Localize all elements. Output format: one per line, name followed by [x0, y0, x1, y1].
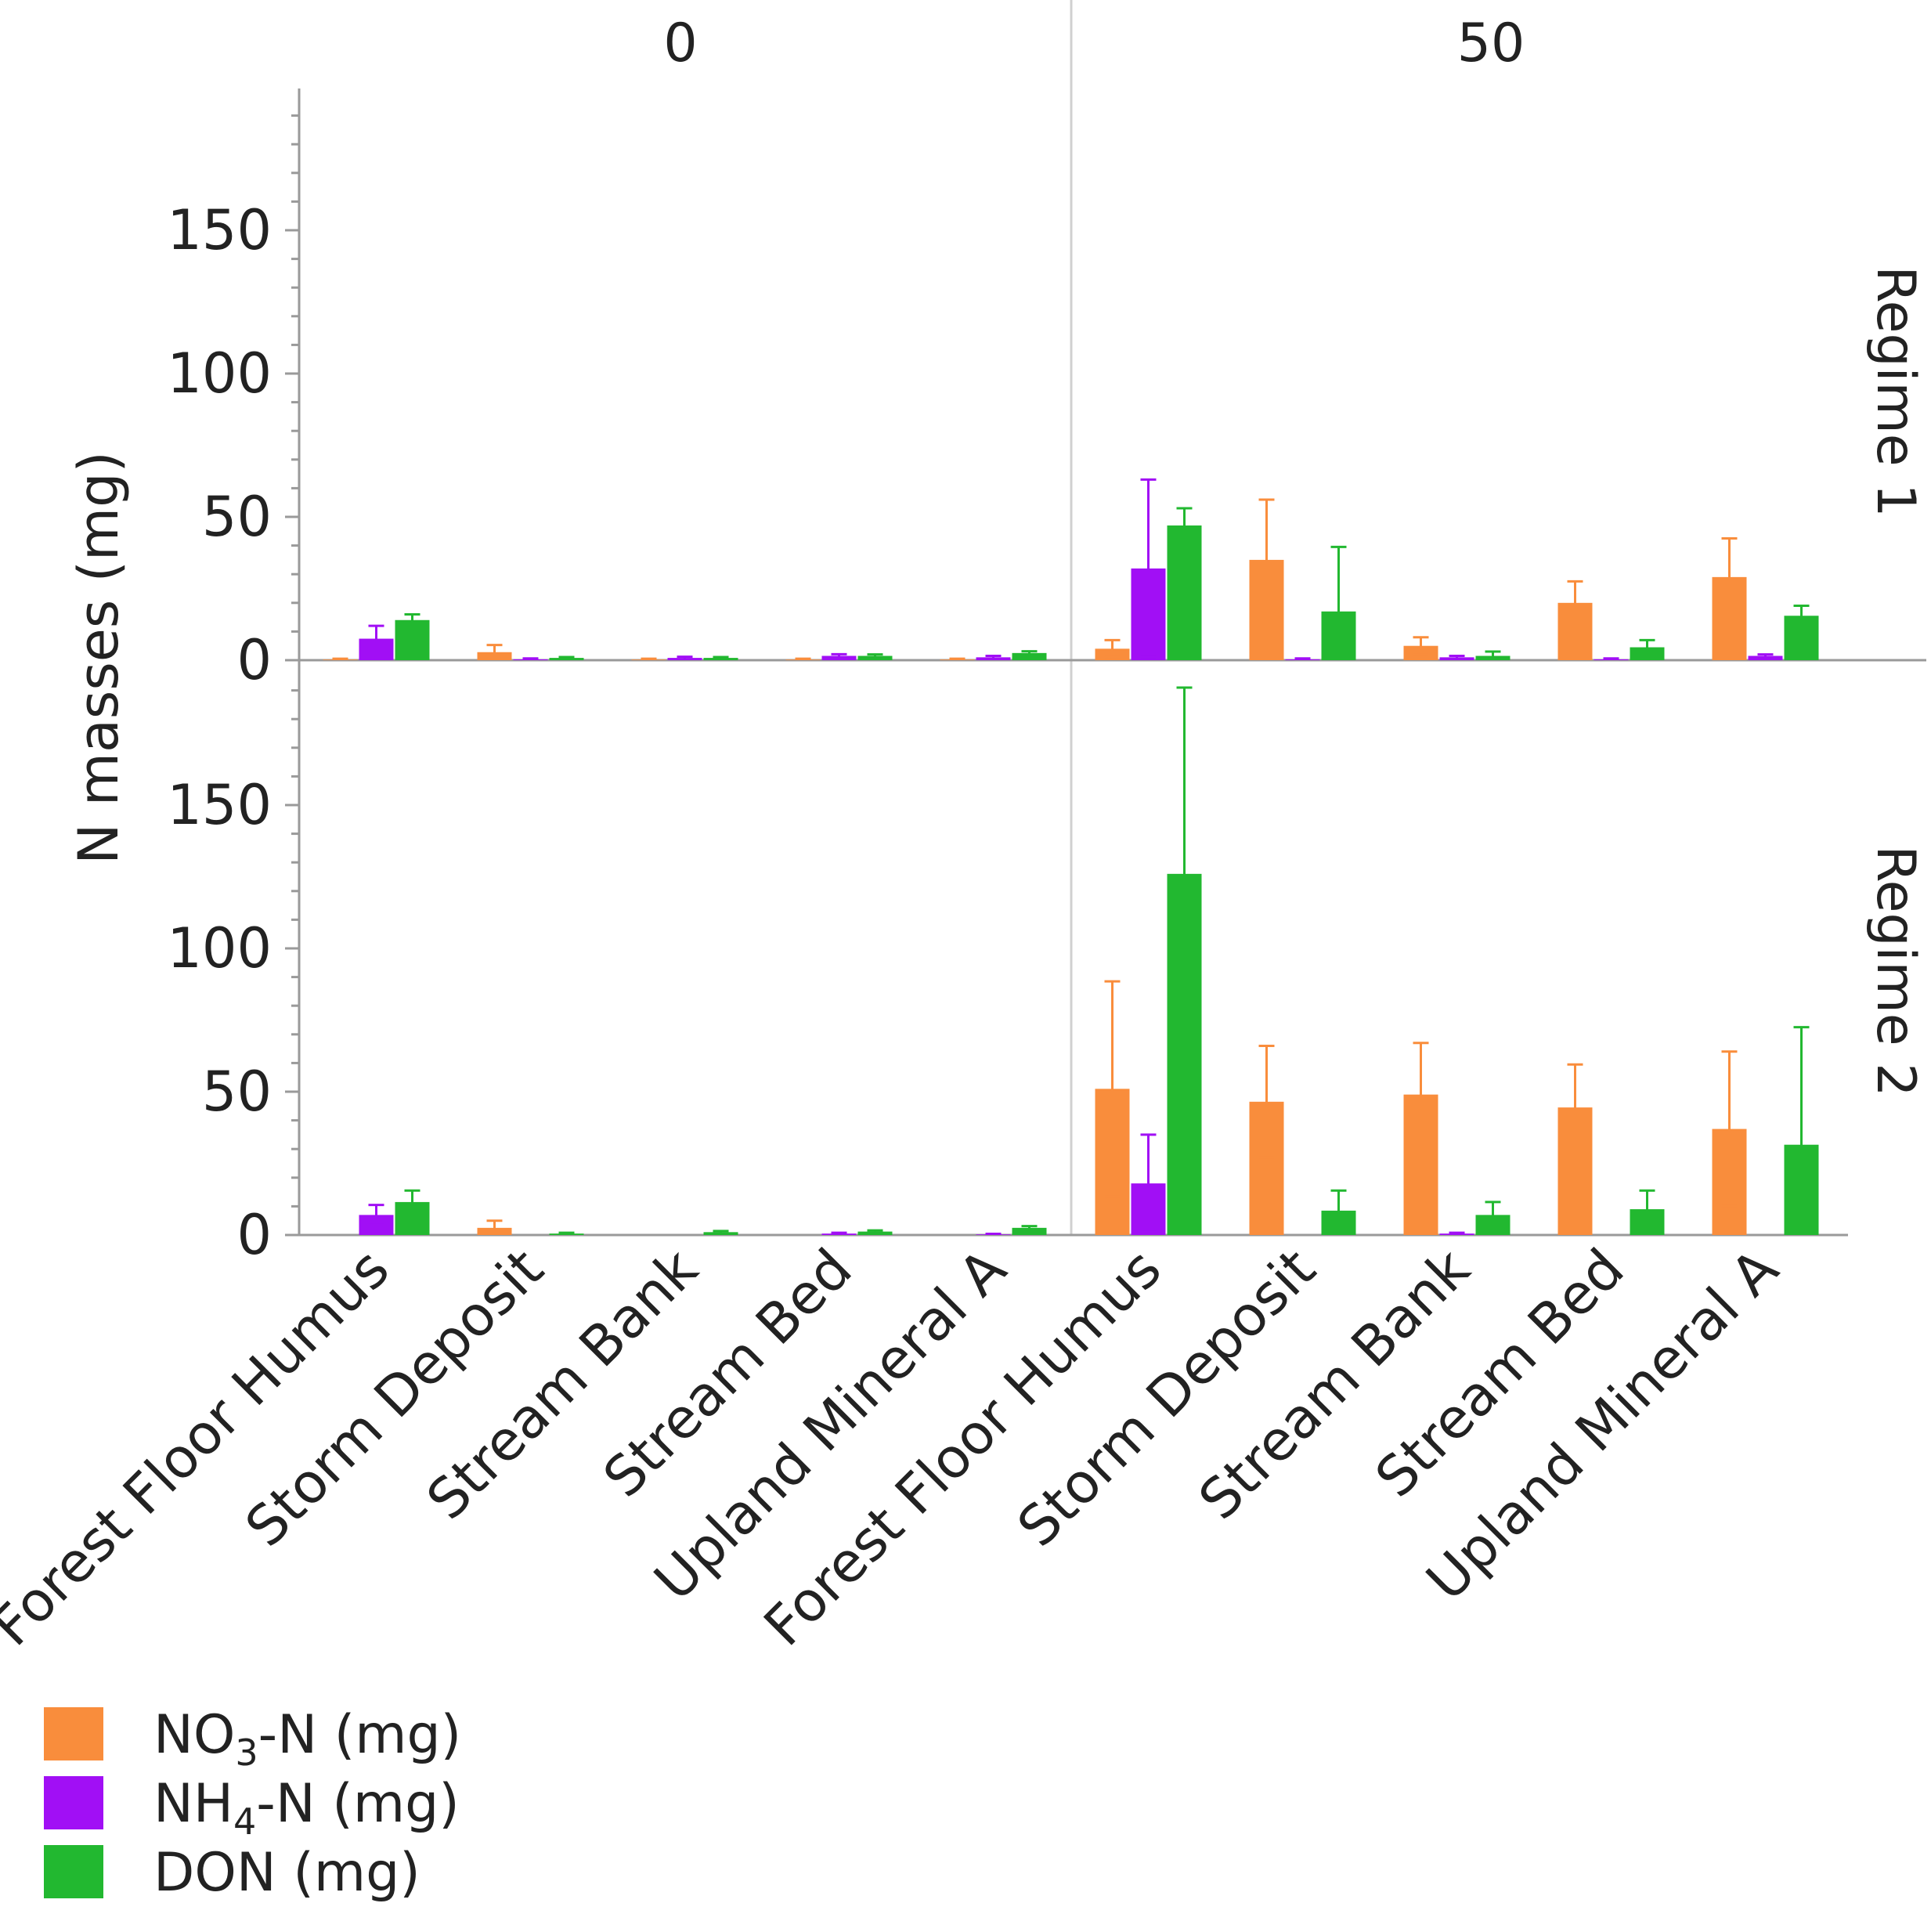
bar: [1012, 1227, 1047, 1235]
legend-swatch: [44, 1845, 103, 1898]
bar: [1439, 657, 1474, 660]
x-tick-label: Stream Bank: [1186, 1237, 1482, 1532]
facet-row-label: Regime 2: [1864, 845, 1926, 1096]
legend-label: NH4-N (mg): [153, 1773, 460, 1843]
legend-label-main: NO: [153, 1704, 235, 1766]
bar: [1012, 652, 1047, 660]
facet-column-label: 50: [1457, 13, 1525, 74]
y-tick-label: 100: [167, 341, 272, 406]
bar: [976, 657, 1011, 660]
y-tick-label: 100: [167, 916, 272, 980]
y-tick-label: 50: [202, 485, 272, 549]
panel-1-1: [323, 612, 1047, 660]
panel-2-2: [1095, 686, 1819, 1235]
bar: [1167, 525, 1202, 660]
y-tick-label: 50: [202, 1060, 272, 1124]
y-tick-label: 150: [167, 198, 272, 262]
legend-swatch: [44, 1776, 103, 1829]
bar: [703, 658, 738, 660]
legend-label-suffix: -N (mg): [256, 1773, 459, 1835]
facet-row-label: Regime 1: [1864, 265, 1926, 517]
legend: NO3-N (mg)NH4-N (mg)DON (mg): [44, 1704, 461, 1904]
y-tick-label: 150: [167, 773, 272, 837]
legend-swatch: [44, 1707, 103, 1760]
y-tick-label: 0: [236, 1203, 272, 1267]
legend-label: DON (mg): [153, 1842, 420, 1904]
y-axis-label: N masses (mg): [67, 451, 131, 865]
x-tick-label: Stream Bank: [414, 1237, 709, 1532]
legend-label-suffix: -N (mg): [258, 1704, 461, 1766]
panel-1-2: [1095, 478, 1819, 660]
bar: [549, 658, 584, 660]
legend-label-subscript: 3: [235, 1732, 258, 1774]
legend-label-main: DON (mg): [153, 1842, 420, 1904]
legend-label-main: NH: [153, 1773, 233, 1835]
legend-label-subscript: 4: [233, 1800, 256, 1843]
y-tick-label: 0: [236, 628, 272, 692]
facet-column-label: 0: [663, 13, 697, 74]
panel-2-1: [359, 1189, 1047, 1236]
legend-label: NO3-N (mg): [153, 1704, 461, 1774]
